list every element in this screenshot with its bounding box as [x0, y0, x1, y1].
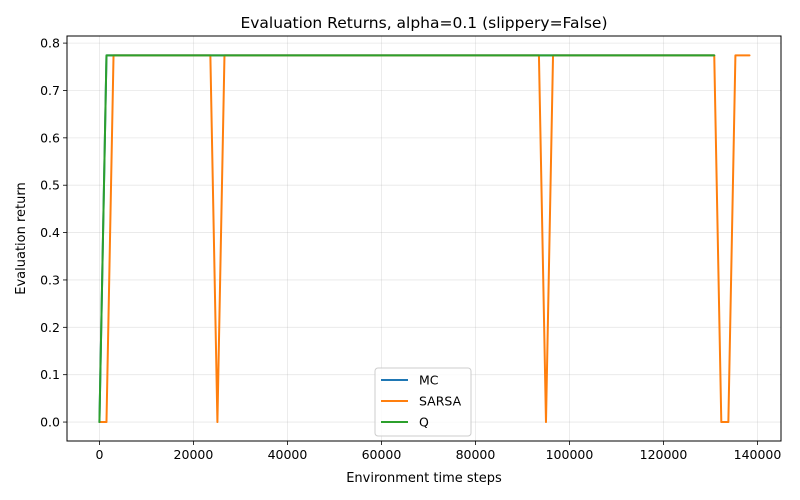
- plot-frame: [66, 35, 782, 442]
- y-tick-label: 0.7: [40, 83, 60, 98]
- y-tick-label: 0.8: [40, 36, 60, 51]
- legend-label: SARSA: [419, 394, 462, 409]
- y-axis-title: Evaluation return: [14, 182, 29, 294]
- x-axis: 0 20000 40000 60000 80000 100000 120000 140000: [95, 441, 781, 462]
- x-tick-label: 140000: [734, 447, 782, 462]
- series-lines: [98, 54, 751, 424]
- x-axis-title: Environment time steps: [346, 471, 502, 486]
- y-tick-label: 0.6: [40, 130, 60, 145]
- y-axis: 0.0 0.1 0.2 0.3 0.4 0.5 0.6 0.7 0.8: [40, 36, 67, 430]
- legend-box: [374, 367, 472, 437]
- series-line-q: [98, 54, 716, 424]
- y-tick-label: 0.0: [40, 415, 60, 430]
- x-tick-label: 100000: [546, 447, 594, 462]
- y-tick-label: 0.1: [40, 367, 60, 382]
- x-tick-label: 60000: [362, 447, 402, 462]
- x-tick-label: 80000: [456, 447, 496, 462]
- y-tick-label: 0.5: [40, 178, 60, 193]
- x-tick-label: 40000: [268, 447, 308, 462]
- x-tick-label: 20000: [174, 447, 214, 462]
- y-tick-label: 0.4: [40, 225, 60, 240]
- x-tick-label: 120000: [640, 447, 688, 462]
- legend-label: MC: [419, 373, 439, 388]
- x-tick-label: 0: [95, 447, 103, 462]
- y-tick-label: 0.3: [40, 272, 60, 287]
- chart-title: Evaluation Returns, alpha=0.1 (slippery=…: [240, 14, 607, 32]
- legend: MC SARSA Q: [374, 367, 472, 437]
- legend-label: Q: [419, 415, 429, 430]
- y-tick-label: 0.2: [40, 320, 60, 335]
